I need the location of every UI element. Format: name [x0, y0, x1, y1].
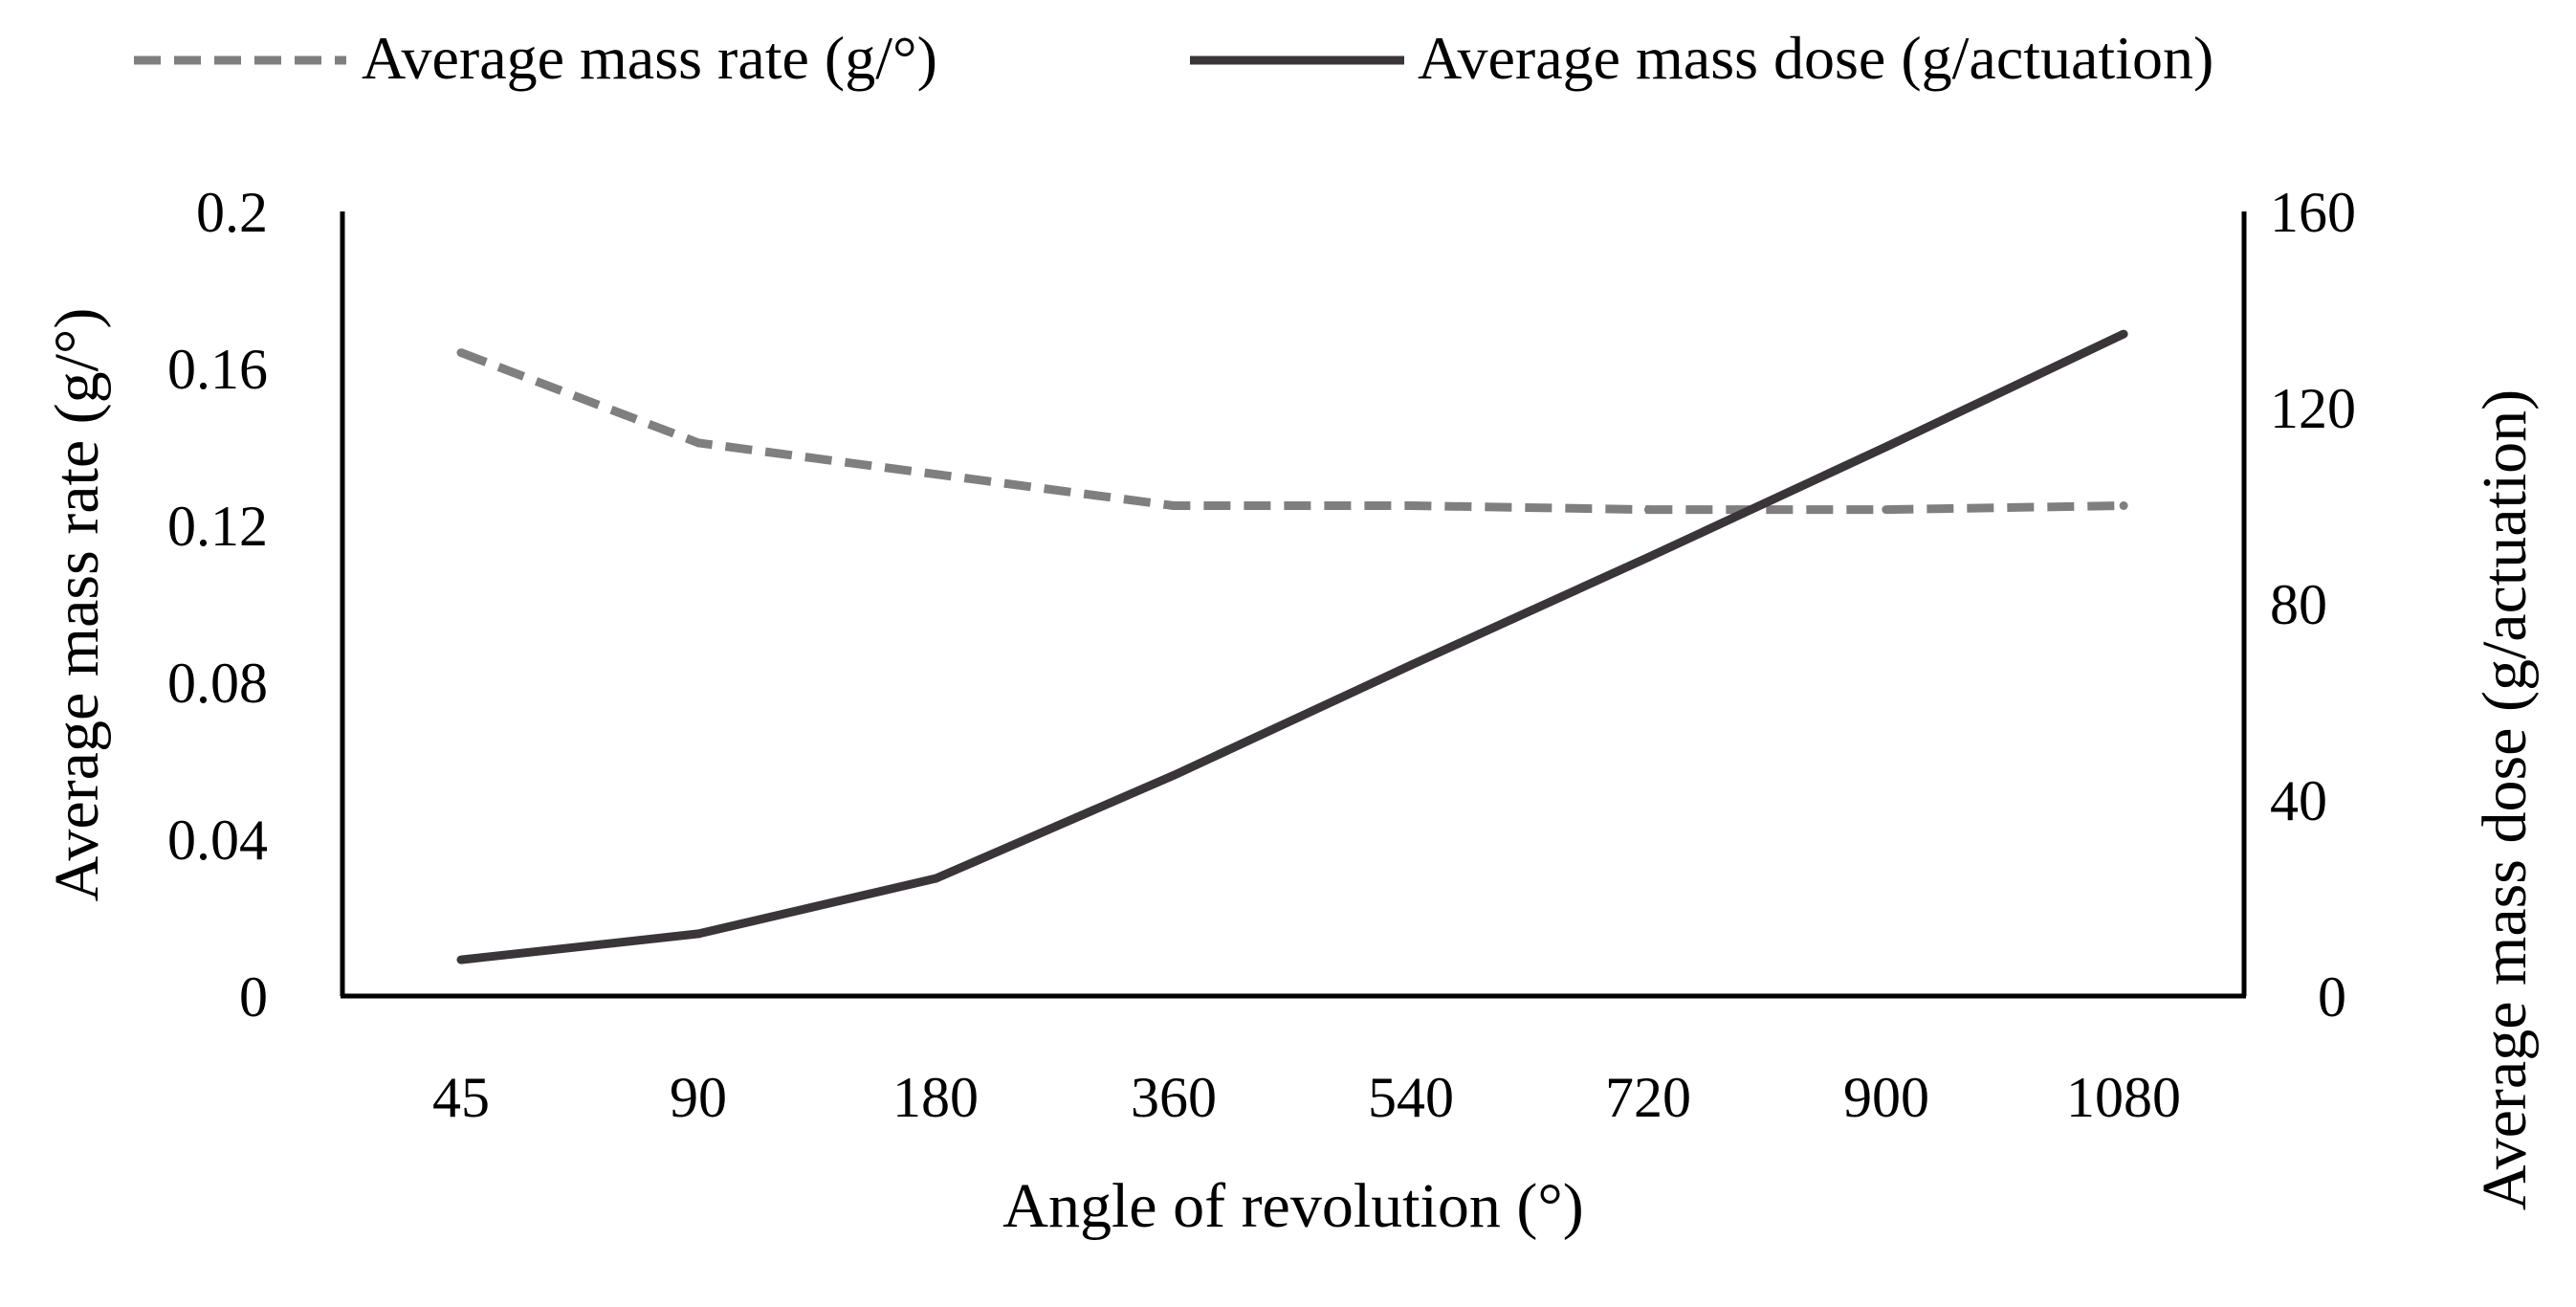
y-right-tick-labels: 0 40 80 120 160: [2270, 181, 2356, 1029]
data-point-mass-dose: [1169, 770, 1178, 780]
data-point-mass-rate: [694, 438, 703, 448]
series-line-mass-dose: [460, 330, 2126, 964]
data-point-mass-dose: [932, 874, 941, 883]
y-left-tick-label: 0.08: [167, 652, 268, 715]
legend: Average mass rate (g/°) Average mass dos…: [134, 24, 2213, 92]
data-point-mass-rate: [932, 470, 941, 479]
y-right-axis-title: Average mass dose (g/actuation): [2470, 389, 2540, 1210]
y-right-tick-label: 0: [2318, 965, 2346, 1029]
data-point-mass-dose: [456, 955, 466, 964]
x-tick-label: 90: [670, 1066, 727, 1129]
data-point-mass-dose: [1406, 660, 1416, 670]
data-point-mass-dose: [694, 929, 703, 939]
x-tick-labels: 45 90 180 360 540 720 900 1080: [432, 1066, 2181, 1129]
x-tick-label: 900: [1843, 1066, 1929, 1129]
data-point-mass-rate: [2119, 501, 2128, 510]
y-left-tick-label: 0: [239, 965, 268, 1029]
data-point-mass-rate: [1882, 505, 1891, 515]
y-right-tick-label: 160: [2270, 181, 2356, 244]
y-left-tick-label: 0.12: [167, 495, 268, 558]
legend-label-mass-rate: Average mass rate (g/°): [362, 24, 937, 92]
x-tick-label: 1080: [2066, 1066, 2181, 1129]
series-line-mass-rate: [459, 348, 2125, 515]
legend-label-mass-dose: Average mass dose (g/actuation): [1418, 24, 2213, 92]
x-tick-label: 720: [1605, 1066, 1691, 1129]
x-tick-label: 180: [892, 1066, 979, 1129]
data-point-mass-rate: [1406, 501, 1416, 510]
y-left-axis-title: Average mass rate (g/°): [42, 308, 112, 902]
data-point-mass-dose: [2119, 329, 2128, 339]
y-right-tick-label: 120: [2270, 377, 2356, 440]
data-point-mass-dose: [1644, 552, 1653, 562]
y-left-tick-labels: 0 0.04 0.08 0.12 0.16 0.2: [167, 181, 268, 1029]
x-tick-label: 360: [1131, 1066, 1217, 1129]
y-left-tick-label: 0.16: [167, 338, 268, 401]
y-left-tick-label: 0.04: [167, 809, 268, 872]
y-right-tick-label: 80: [2270, 573, 2327, 636]
data-point-mass-rate: [1169, 501, 1178, 510]
x-axis-title: Angle of revolution (°): [1002, 1171, 1583, 1241]
data-point-mass-rate: [1644, 505, 1653, 515]
y-left-tick-label: 0.2: [196, 181, 268, 244]
data-point-mass-rate: [456, 348, 466, 358]
y-right-tick-label: 40: [2270, 769, 2327, 832]
data-point-mass-dose: [1882, 442, 1891, 452]
x-tick-label: 45: [432, 1066, 490, 1129]
x-tick-label: 540: [1368, 1066, 1454, 1129]
data-points: [456, 329, 2128, 964]
